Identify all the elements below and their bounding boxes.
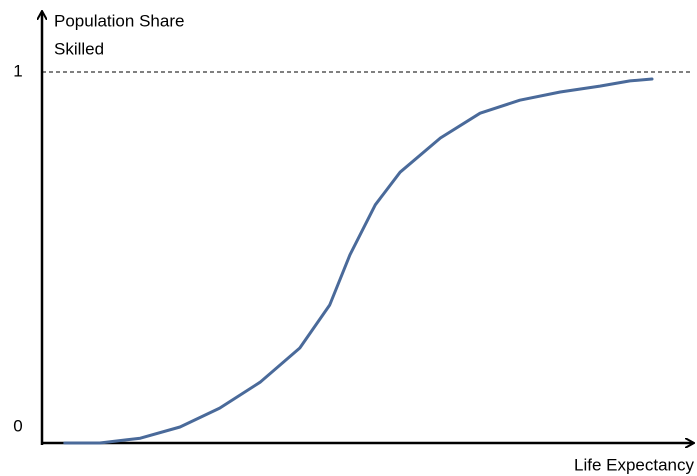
x-axis-label: Life Expectancy (574, 455, 695, 474)
y-axis-label: Population Share (54, 11, 184, 30)
y-axis-label: Skilled (54, 39, 104, 58)
line-series (63, 77, 654, 445)
y-tick-label: 1 (13, 61, 22, 80)
y-tick-label: 0 (13, 416, 22, 435)
